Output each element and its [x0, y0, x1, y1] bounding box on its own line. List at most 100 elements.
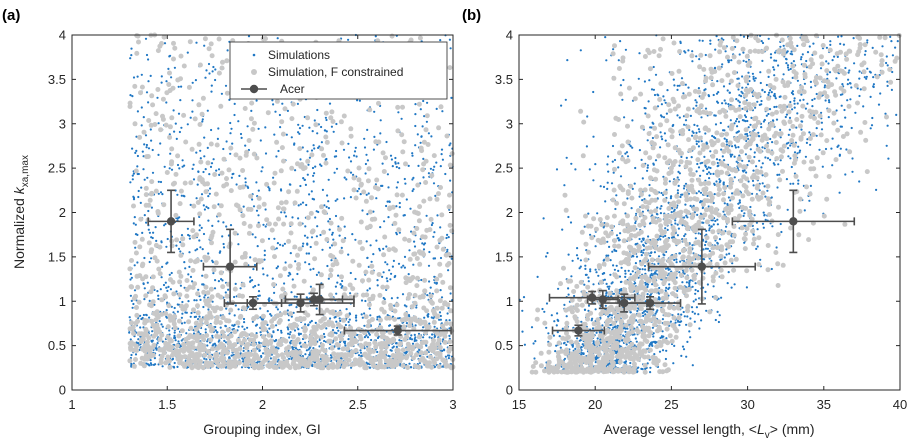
- simulation-point: [144, 134, 148, 137]
- simulation-point: [449, 47, 452, 50]
- simulation-point: [277, 149, 280, 153]
- simulation-point: [239, 287, 242, 290]
- simulation-point: [314, 321, 317, 324]
- constrained-point: [157, 336, 163, 342]
- constrained-point: [240, 352, 246, 358]
- constrained-point: [133, 293, 139, 299]
- constrained-point: [292, 200, 298, 206]
- simulation-point: [328, 217, 331, 221]
- constrained-point: [171, 291, 177, 297]
- simulation-point: [227, 288, 230, 291]
- simulation-point: [288, 304, 291, 307]
- simulation-point: [791, 108, 794, 111]
- simulation-point: [214, 329, 217, 332]
- y-tick-label: 2.5: [48, 161, 66, 176]
- constrained-point: [185, 361, 191, 367]
- simulation-point: [240, 366, 244, 369]
- simulation-point: [397, 317, 400, 320]
- simulation-point: [143, 143, 146, 146]
- simulation-point: [178, 297, 181, 300]
- constrained-point: [303, 359, 309, 365]
- simulation-point: [422, 248, 426, 251]
- constrained-point: [414, 210, 420, 216]
- constrained-point: [210, 346, 216, 352]
- simulation-point: [222, 221, 225, 224]
- simulation-point: [435, 161, 438, 164]
- constrained-point: [443, 363, 449, 369]
- simulation-point: [147, 363, 150, 366]
- simulation-point: [430, 223, 433, 227]
- constrained-point: [394, 347, 400, 353]
- constrained-point: [225, 327, 231, 333]
- constrained-point: [335, 312, 341, 317]
- simulation-point: [131, 95, 134, 98]
- constrained-point: [196, 102, 202, 108]
- simulation-point: [324, 129, 327, 132]
- constrained-point: [392, 220, 398, 226]
- simulation-point: [779, 45, 782, 48]
- acer-point: [315, 295, 324, 304]
- simulation-point: [279, 126, 282, 129]
- constrained-point: [188, 258, 194, 264]
- simulation-point: [288, 336, 291, 339]
- x-tick-label: 1.5: [158, 397, 176, 412]
- simulation-point: [184, 311, 187, 314]
- simulation-point: [405, 322, 408, 325]
- constrained-point: [160, 113, 165, 119]
- constrained-point: [308, 210, 314, 216]
- constrained-point: [220, 59, 225, 65]
- constrained-point: [295, 337, 301, 342]
- constrained-point: [408, 319, 414, 325]
- constrained-point: [412, 251, 418, 257]
- constrained-point: [237, 346, 243, 352]
- simulation-point: [355, 155, 358, 158]
- constrained-point: [336, 322, 341, 328]
- simulation-point: [262, 223, 265, 226]
- constrained-point: [399, 192, 405, 198]
- simulation-point: [137, 172, 140, 176]
- simulation-point: [147, 147, 151, 150]
- simulation-point: [630, 207, 633, 210]
- panel-b-label: (b): [462, 7, 481, 24]
- constrained-point: [324, 237, 330, 242]
- constrained-point: [431, 309, 437, 315]
- constrained-point: [323, 110, 329, 116]
- simulation-point: [745, 60, 748, 63]
- simulation-point: [173, 331, 176, 334]
- constrained-point: [220, 343, 226, 349]
- constrained-point: [399, 132, 405, 138]
- simulation-point: [168, 55, 171, 58]
- simulation-point: [293, 329, 297, 332]
- simulation-point: [864, 50, 867, 53]
- simulation-point: [229, 152, 232, 155]
- simulation-point: [731, 153, 734, 156]
- simulation-point: [222, 242, 225, 246]
- simulation-point: [356, 190, 359, 193]
- simulation-point: [218, 251, 221, 254]
- simulation-point: [310, 149, 314, 152]
- simulation-point: [412, 176, 415, 179]
- constrained-point: [335, 354, 341, 360]
- simulation-point: [421, 242, 424, 245]
- simulation-point: [217, 280, 220, 283]
- simulation-point: [263, 249, 266, 252]
- constrained-point: [232, 329, 238, 335]
- simulation-point: [604, 36, 607, 39]
- simulation-point: [565, 343, 568, 346]
- constrained-point: [260, 324, 266, 330]
- simulation-point: [159, 288, 162, 291]
- constrained-point: [162, 293, 168, 299]
- simulation-point: [385, 204, 388, 208]
- simulation-point: [724, 102, 727, 105]
- constrained-point: [169, 146, 175, 152]
- simulation-point: [150, 340, 154, 343]
- simulation-point: [311, 130, 314, 133]
- simulation-point: [389, 278, 392, 281]
- constrained-point: [216, 36, 222, 42]
- simulation-point: [425, 120, 428, 123]
- simulation-point: [376, 336, 380, 340]
- simulation-point: [151, 330, 154, 333]
- simulation-point: [313, 147, 316, 150]
- simulation-point: [143, 298, 146, 301]
- constrained-point: [163, 360, 169, 366]
